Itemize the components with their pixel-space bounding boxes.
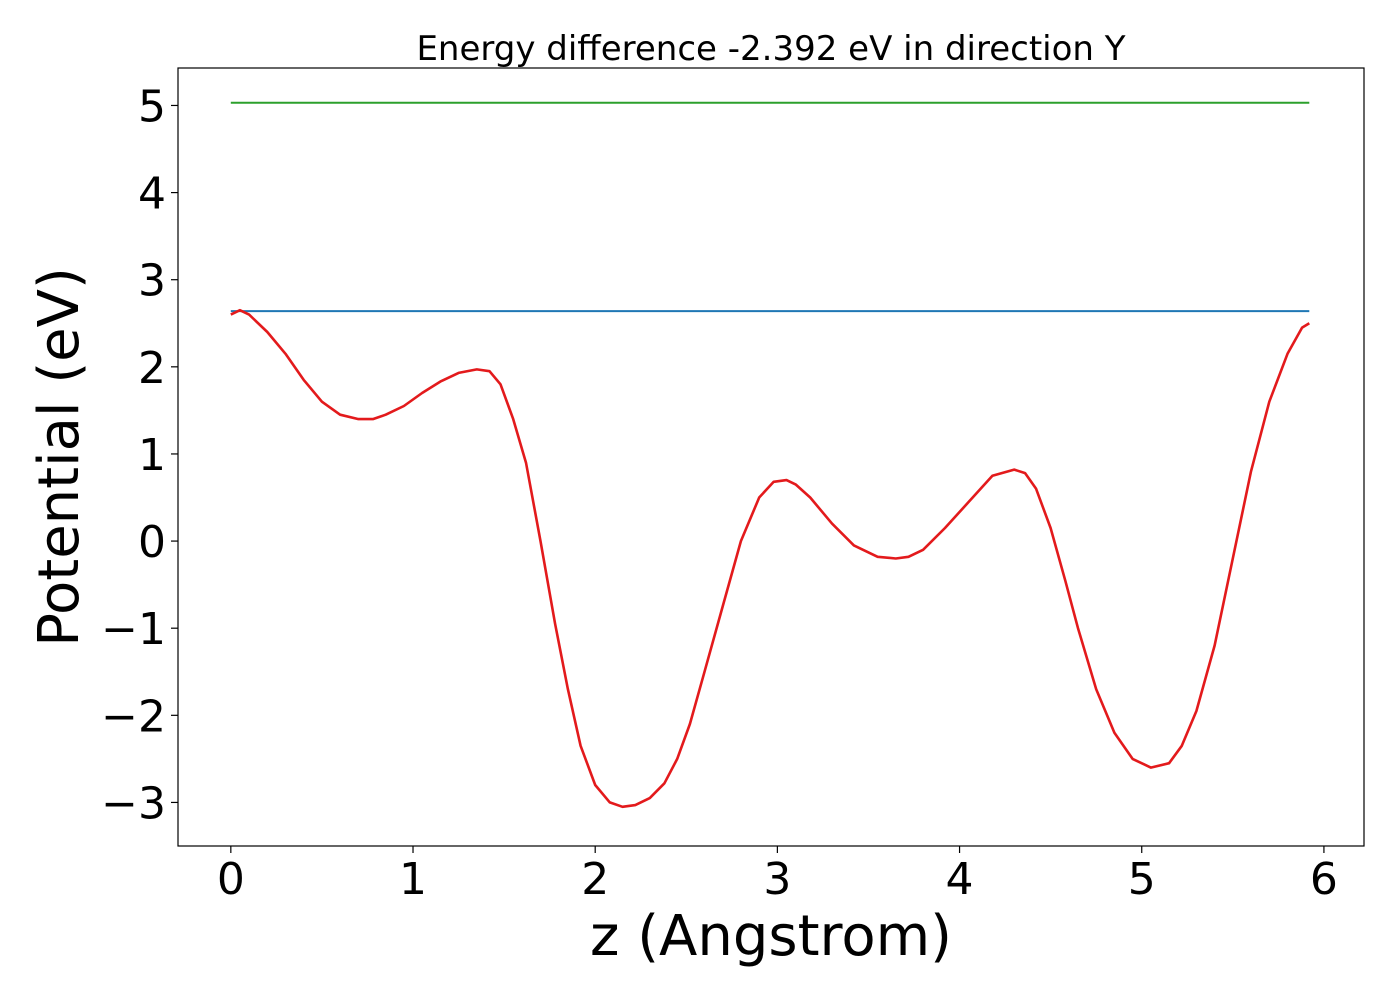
y-tick-label: −1 xyxy=(101,604,166,655)
chart-title: Energy difference -2.392 eV in direction… xyxy=(416,29,1125,69)
x-tick-label: 1 xyxy=(399,854,427,905)
y-tick-label: 1 xyxy=(138,430,166,481)
x-axis: 0 1 2 3 4 5 6 xyxy=(217,846,1338,905)
y-tick-label: 0 xyxy=(138,517,166,568)
y-tick-label: 4 xyxy=(138,169,166,220)
y-tick-label: 3 xyxy=(138,256,166,307)
y-tick-label: −2 xyxy=(101,691,166,742)
plot-frame xyxy=(177,67,1365,847)
y-axis-label: Potential (eV) xyxy=(27,267,92,647)
x-tick-label: 2 xyxy=(581,854,609,905)
y-axis: −3 −2 −1 0 1 2 3 4 5 xyxy=(101,81,178,829)
x-axis-label: z (Angstrom) xyxy=(590,904,952,969)
x-tick-label: 6 xyxy=(1310,854,1338,905)
x-tick-label: 4 xyxy=(946,854,974,905)
plot-lines xyxy=(230,101,1310,809)
x-tick-label: 5 xyxy=(1128,854,1156,905)
series-line-3 xyxy=(230,308,1310,809)
x-tick-label: 3 xyxy=(763,854,791,905)
y-tick-label: 5 xyxy=(138,81,166,132)
y-tick-label: −3 xyxy=(101,778,166,829)
y-tick-label: 2 xyxy=(138,343,166,394)
x-tick-label: 0 xyxy=(217,854,245,905)
